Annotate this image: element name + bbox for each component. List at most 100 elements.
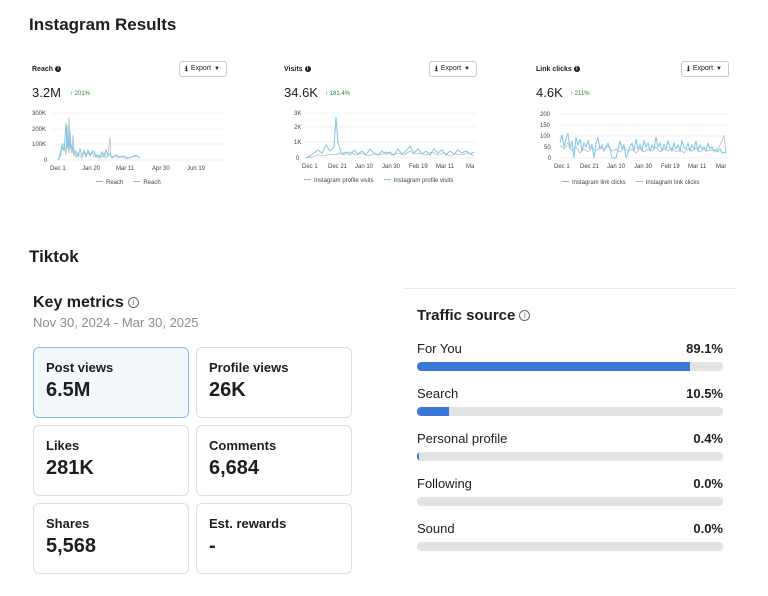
y-tick: 0 <box>296 156 300 162</box>
metric-label: Shares <box>46 516 90 531</box>
info-icon: i <box>304 66 311 72</box>
x-tick: Jan 10 <box>355 164 374 170</box>
traffic-source-bar-track <box>417 407 723 416</box>
info-icon[interactable]: i <box>519 310 531 321</box>
y-tick: 100K <box>32 142 46 148</box>
legend-item-previous: Instagram profile visits <box>304 178 374 184</box>
x-tick: Dec 1 <box>302 164 318 170</box>
traffic-source-bar-track <box>417 362 723 371</box>
x-tick: Jan 10 <box>607 164 626 170</box>
traffic-source-row: Sound 0.0% <box>417 521 723 561</box>
chevron-down-icon: ▼ <box>464 66 470 72</box>
metric-card-profile-views[interactable]: Profile views 26K <box>196 347 352 418</box>
reach-card-title: Reach i <box>32 66 62 73</box>
download-icon: ⭳ <box>185 64 188 73</box>
arrow-up-icon: ↑ <box>570 91 573 97</box>
panel-divider <box>404 288 736 289</box>
x-tick: Feb 19 <box>661 164 680 170</box>
export-button[interactable]: ⭳ Export ▼ <box>179 61 227 77</box>
metric-card-shares[interactable]: Shares 5,568 <box>33 503 189 574</box>
traffic-source-bar-fill <box>417 362 690 371</box>
traffic-source-name: Search <box>417 386 459 401</box>
arrow-up-icon: ↑ <box>325 91 328 97</box>
date-range: Nov 30, 2024 - Mar 30, 2025 <box>33 315 199 330</box>
download-icon: ⭳ <box>687 64 690 73</box>
link-clicks-card: Link clicks i ⭳ Export ▼ 4.6K ↑ 211% 200 15… <box>536 58 732 190</box>
x-tick: Dec 21 <box>580 164 600 170</box>
traffic-source-title: Traffic source i <box>417 307 531 324</box>
visits-value: 34.6K <box>284 85 318 100</box>
download-icon: ⭳ <box>435 64 438 73</box>
y-tick: 300K <box>32 111 46 117</box>
metric-value: 26K <box>209 379 246 401</box>
x-tick: Mar 11 <box>436 164 455 170</box>
y-axis-ticks: 200 150 100 50 0 <box>540 112 552 162</box>
reach-chart: 300K 200K 100K 0 Dec 1 Jan 20 Mar 11 Apr… <box>32 111 224 172</box>
x-tick: Mar <box>716 164 726 170</box>
legend-item-current: Instagram link clicks <box>636 180 700 186</box>
x-tick: Jan 30 <box>634 164 653 170</box>
visits-chart: 3K 2K 1K 0 Dec 1 Dec 21 Jan 10 Jan 30 Fe… <box>294 111 476 170</box>
legend-item-previous: Reach <box>96 180 123 186</box>
x-tick: Feb 19 <box>409 164 428 170</box>
current-series-line <box>305 116 475 159</box>
traffic-source-percent: 0.0% <box>693 476 723 491</box>
tiktok-section-title: Tiktok <box>29 247 79 266</box>
x-tick: Dec 1 <box>50 166 66 172</box>
arrow-up-icon: ↑ <box>70 91 73 97</box>
export-button[interactable]: ⭳ Export ▼ <box>429 61 477 77</box>
x-tick: Mar 11 <box>688 164 707 170</box>
visits-card: Visits i ⭳ Export ▼ 34.6K ↑ 181.4% 3K 2K 1K… <box>284 58 480 190</box>
visits-legend: Instagram profile visits Instagram profi… <box>304 178 453 184</box>
metric-card-comments[interactable]: Comments 6,684 <box>196 425 352 496</box>
legend-item-current: Instagram profile visits <box>384 178 454 184</box>
traffic-source-percent: 0.0% <box>693 521 723 536</box>
legend-item-current: Reach <box>133 180 160 186</box>
traffic-source-row: For You 89.1% <box>417 341 723 381</box>
chevron-down-icon: ▼ <box>214 66 220 72</box>
info-icon: i <box>55 66 62 72</box>
traffic-source-name: For You <box>417 341 462 356</box>
y-tick: 0 <box>44 158 48 164</box>
metric-card-likes[interactable]: Likes 281K <box>33 425 189 496</box>
y-tick: 150 <box>540 123 551 129</box>
x-tick: Dec 21 <box>328 164 348 170</box>
x-tick: Jan 30 <box>382 164 401 170</box>
y-tick: 200K <box>32 127 46 133</box>
x-tick: Dec 1 <box>554 164 570 170</box>
traffic-source-row: Search 10.5% <box>417 386 723 426</box>
chevron-down-icon: ▼ <box>716 66 722 72</box>
link-clicks-change: ↑ 211% <box>570 91 590 97</box>
traffic-source-name: Sound <box>417 521 455 536</box>
metric-value: - <box>209 535 216 557</box>
metric-label: Post views <box>46 360 114 375</box>
link-clicks-legend: Instagram link clicks Instagram link cli… <box>562 180 699 186</box>
metric-card-post-views[interactable]: Post views 6.5M <box>33 347 189 418</box>
link-clicks-card-title: Link clicks i <box>536 66 580 73</box>
current-series-line <box>559 132 727 159</box>
y-axis-ticks: 3K 2K 1K 0 <box>294 111 301 162</box>
y-tick: 1K <box>294 140 301 146</box>
x-tick: Ma <box>466 164 475 170</box>
metric-value: 5,568 <box>46 535 97 557</box>
metric-label: Comments <box>209 438 277 453</box>
visits-change: ↑ 181.4% <box>325 91 351 97</box>
traffic-source-row: Personal profile 0.4% <box>417 431 723 471</box>
legend-item-previous: Instagram link clicks <box>562 180 626 186</box>
traffic-source-name: Personal profile <box>417 431 508 446</box>
reach-legend: Reach Reach <box>96 180 161 186</box>
traffic-source-bar-fill <box>417 407 450 416</box>
reach-change: ↑ 201% <box>70 91 91 97</box>
x-tick: Jan 20 <box>82 166 101 172</box>
y-tick: 100 <box>540 134 551 140</box>
info-icon[interactable]: i <box>127 297 139 308</box>
metric-value: 6,684 <box>209 457 260 479</box>
reach-value: 3.2M <box>32 85 61 100</box>
x-tick: Apr 30 <box>152 166 170 172</box>
x-tick: Mar 11 <box>116 166 135 172</box>
export-button[interactable]: ⭳ Export ▼ <box>681 61 729 77</box>
y-axis-ticks: 300K 200K 100K 0 <box>32 111 48 164</box>
instagram-section-title: Instagram Results <box>29 15 177 34</box>
metric-card-est-rewards[interactable]: Est. rewards - <box>196 503 352 574</box>
metric-value: 6.5M <box>46 379 91 401</box>
